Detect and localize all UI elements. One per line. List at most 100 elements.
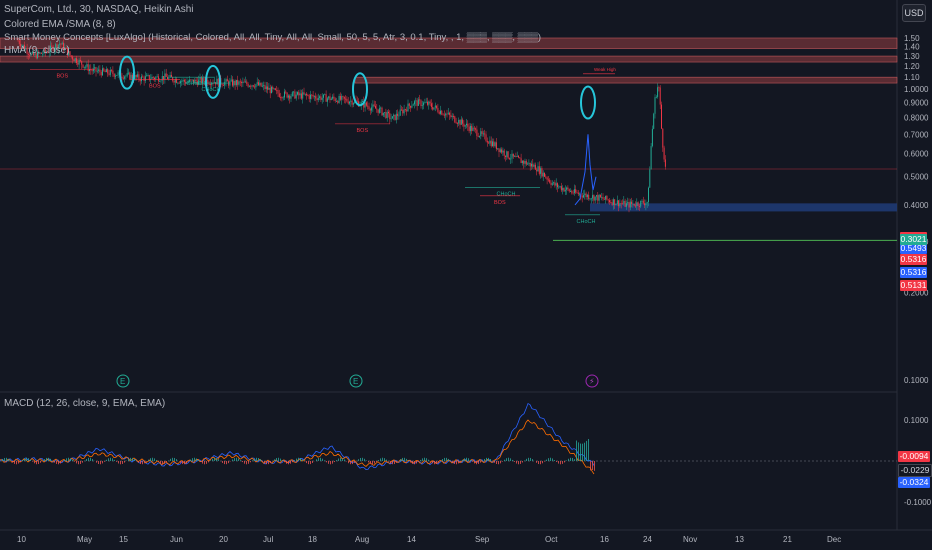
ema-indicator-label[interactable]: Colored EMA /SMA (8, 8) — [4, 19, 116, 30]
candle-body — [170, 74, 172, 78]
currency-button[interactable]: USD — [902, 4, 926, 22]
macd-histogram-bar — [302, 459, 303, 461]
time-tick: 14 — [407, 535, 416, 544]
candle-body — [449, 112, 451, 115]
structure-label: CHoCH — [202, 87, 221, 93]
candle-body — [187, 81, 189, 83]
macd-histogram-bar — [296, 458, 297, 461]
candle-body — [427, 101, 428, 105]
candle-body — [410, 105, 412, 108]
price-tag: 0.5316 — [900, 254, 927, 265]
candle-body — [329, 96, 331, 101]
time-tick: 10 — [17, 535, 26, 544]
candle-body — [378, 108, 380, 113]
macd-histogram-bar — [424, 457, 425, 461]
candle-body — [352, 102, 354, 105]
candle-body — [584, 193, 586, 196]
candle-body — [520, 158, 522, 164]
macd-histogram-bar — [248, 461, 249, 464]
macd-histogram-bar — [540, 461, 541, 465]
candle-body — [512, 153, 514, 157]
time-tick: 21 — [783, 535, 792, 544]
macd-histogram-bar — [410, 461, 411, 463]
candle-body — [37, 51, 38, 59]
macd-histogram-bar — [498, 461, 499, 465]
macd-histogram-bar — [152, 457, 153, 461]
macd-histogram-bar — [300, 458, 301, 461]
candle-body — [30, 53, 32, 56]
candle-body — [365, 102, 367, 106]
candle-body — [460, 119, 462, 125]
candle-body — [191, 79, 193, 81]
macd-histogram-bar — [160, 461, 161, 464]
macd-label[interactable]: MACD (12, 26, close, 9, EMA, EMA) — [4, 398, 166, 409]
candle-body — [35, 53, 37, 59]
candle-body — [310, 94, 311, 99]
candle-body — [516, 155, 518, 157]
candle-body — [43, 49, 45, 54]
candle-body — [159, 81, 161, 83]
macd-histogram-bar — [18, 461, 19, 464]
candle-body — [562, 187, 564, 191]
candle-body — [573, 189, 575, 194]
candle-body — [475, 128, 477, 130]
candle-body — [559, 186, 561, 188]
candle-body — [397, 113, 399, 116]
candle-body — [298, 92, 300, 96]
candle-body — [239, 81, 241, 83]
smc-indicator-label[interactable]: Smart Money Concepts [LuxAlgo] (Historic… — [4, 32, 542, 43]
macd-histogram-bar — [166, 461, 167, 463]
candle-body — [558, 186, 560, 188]
candle-body — [498, 148, 500, 153]
candle-body — [554, 182, 556, 186]
candle-body — [588, 194, 590, 199]
candle-body — [429, 101, 431, 104]
candle-body — [312, 94, 314, 97]
macd-histogram-bar — [582, 443, 583, 461]
candle-body — [551, 183, 553, 185]
macd-histogram-bar — [242, 461, 243, 463]
candle-body — [294, 91, 296, 99]
candle-body — [542, 172, 544, 177]
candle-body — [281, 97, 283, 99]
candle-body — [268, 87, 270, 90]
candle-body — [477, 135, 479, 137]
candle-body — [64, 47, 66, 50]
candle-body — [623, 200, 625, 204]
candle-body — [111, 69, 113, 71]
candle-body — [523, 160, 525, 164]
candle-body — [371, 107, 373, 111]
macd-histogram-bar — [28, 458, 29, 461]
macd-histogram-bar — [252, 460, 253, 461]
candle-body — [546, 177, 548, 180]
candle-body — [347, 101, 349, 104]
candle-body — [91, 70, 93, 72]
weak-high-label: Weak High — [594, 67, 616, 72]
macd-histogram-bar — [46, 457, 47, 461]
macd-histogram-bar — [14, 461, 15, 464]
candle-body — [389, 113, 391, 120]
candle-body — [21, 45, 23, 47]
candle-body — [635, 205, 636, 207]
candle-body — [401, 109, 402, 111]
macd-tick: 0.1000 — [904, 416, 929, 425]
candle-body — [455, 122, 457, 124]
macd-histogram-bar — [522, 461, 523, 463]
candle-body — [328, 96, 330, 99]
candle-body — [417, 99, 419, 106]
time-tick: Aug — [355, 535, 369, 544]
hma-indicator-label[interactable]: HMA (9, close) — [4, 45, 70, 56]
candle-body — [436, 105, 438, 109]
candle-body — [597, 195, 599, 201]
candle-body — [333, 96, 335, 99]
macd-histogram-bar — [456, 461, 457, 465]
macd-histogram-bar — [154, 458, 155, 461]
time-tick: 20 — [219, 535, 228, 544]
candle-body — [662, 128, 664, 148]
candle-body — [532, 163, 534, 167]
candle-body — [319, 96, 321, 98]
candle-body — [381, 107, 383, 116]
macd-histogram-bar — [190, 459, 191, 461]
macd-histogram-bar — [372, 461, 373, 465]
